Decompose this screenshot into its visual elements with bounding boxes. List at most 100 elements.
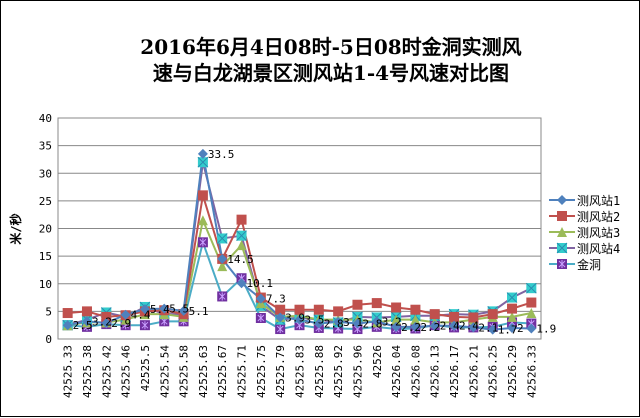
data-point-series-5-star [218,292,226,301]
legend-label: 测风站2 [577,210,620,224]
x-tick-label: 42526.17 [448,345,461,398]
x-tick-label: 42525.54 [158,345,171,398]
data-label: 3.1 [343,316,363,329]
y-tick-label: 20 [39,223,52,236]
data-point-series-5-star [141,321,149,330]
data-point-series-3 [410,314,421,325]
x-tick-label: 42526.04 [390,345,403,398]
data-point-series-2 [275,304,286,315]
data-point-series-1 [139,304,150,315]
data-point-series-3 [197,215,208,226]
x-tick-label: 42525.46 [120,345,133,398]
data-point-series-2 [507,303,518,314]
x-tick-label: 42525.67 [216,345,229,398]
data-point-series-2 [101,311,112,322]
legend-marker-star [558,260,566,268]
legend-marker-cross [556,242,568,254]
data-point-series-3 [507,311,518,322]
data-point-series-1 [101,317,112,328]
data-point-series-4-cross [506,292,518,303]
data-point-series-1 [217,253,228,264]
data-point-series-1 [236,278,247,289]
data-point-series-2 [391,302,402,313]
y-tick-label: 35 [39,140,52,153]
data-point-series-2 [449,311,460,322]
data-point-series-1 [391,321,402,332]
x-tick-label: 42526.08 [409,345,422,398]
data-point-series-2 [294,304,305,315]
x-tick-label: 42525.75 [255,345,268,398]
data-point-series-1 [255,293,266,304]
data-point-series-1 [275,312,286,323]
data-label: 4.4 [131,309,151,322]
x-tick-label: 42526.25 [487,345,500,398]
data-label: 5.5 [169,303,189,316]
data-label: 2.4 [440,320,460,333]
data-label: 3.5 [305,314,325,327]
data-label: 5.4 [150,303,170,316]
data-point-series-1 [487,324,498,335]
x-tick-label: 42525.33 [62,345,75,398]
data-point-series-3 [526,308,537,319]
legend-label: 测风站4 [577,242,620,256]
data-point-series-2 [352,299,363,310]
data-point-series-1 [178,305,189,316]
data-point-series-2 [429,309,440,320]
data-point-series-1 [197,148,208,159]
data-point-series-1 [159,303,170,314]
data-point-series-2 [371,298,382,309]
data-point-series-4-cross [236,230,247,242]
data-point-series-4-cross [216,233,228,244]
data-point-series-1 [294,314,305,325]
x-tick-label: 42526.29 [506,345,519,398]
data-point-series-4-cross [525,282,537,294]
data-label: 2.8 [324,318,344,331]
data-point-series-1 [468,322,479,333]
data-label: 2.1 [478,321,498,334]
data-point-series-1 [333,316,344,327]
x-tick-label: 42525.71 [236,345,249,398]
x-tick-label: 42525.5 [139,345,152,391]
data-point-series-2 [333,306,344,317]
x-tick-label: 42525.42 [100,345,113,398]
chart-title-line-2: 速与白龙湖景区测风站1-4号风速对比图 [152,61,510,85]
x-tick-label: 42526.21 [467,345,480,398]
data-point-series-1 [352,318,363,329]
data-point-series-1 [371,316,382,327]
data-point-series-3 [391,314,402,325]
data-point-series-1 [62,320,73,331]
data-label: 14.5 [227,253,254,266]
x-tick-label: 42526 [371,345,384,378]
x-tick-label: 42525.58 [178,345,191,398]
data-point-series-1 [507,322,518,333]
y-tick-label: 0 [45,333,52,346]
x-tick-label: 42525.88 [313,345,326,398]
data-label: 3.2 [382,315,402,328]
data-point-series-2 [62,308,73,319]
data-point-series-1 [449,320,460,331]
y-axis-label: 米/秒 [8,213,23,244]
data-point-series-5-star [199,238,207,247]
data-label: 10.1 [247,277,273,290]
data-point-series-4-cross [197,156,209,168]
data-point-series-2 [487,309,498,320]
data-label: 3.9 [285,311,305,324]
data-point-series-2 [526,297,537,308]
data-label: 1.7 [498,324,518,337]
y-tick-label: 25 [39,195,52,208]
legend-marker [557,211,567,221]
data-point-series-2 [410,304,421,315]
x-tick-label: 42526.33 [525,345,538,398]
y-tick-label: 10 [39,278,52,291]
y-tick-label: 15 [39,250,52,263]
y-tick-label: 5 [45,305,52,318]
data-label: 33.5 [208,148,235,161]
data-label: 2.5 [73,319,93,332]
data-label: 2.9 [111,317,131,330]
x-tick-label: 42525.83 [294,345,307,398]
x-tick-label: 42526.13 [429,345,442,398]
data-point-series-2 [468,312,479,323]
data-point-series-5-star [257,314,265,323]
